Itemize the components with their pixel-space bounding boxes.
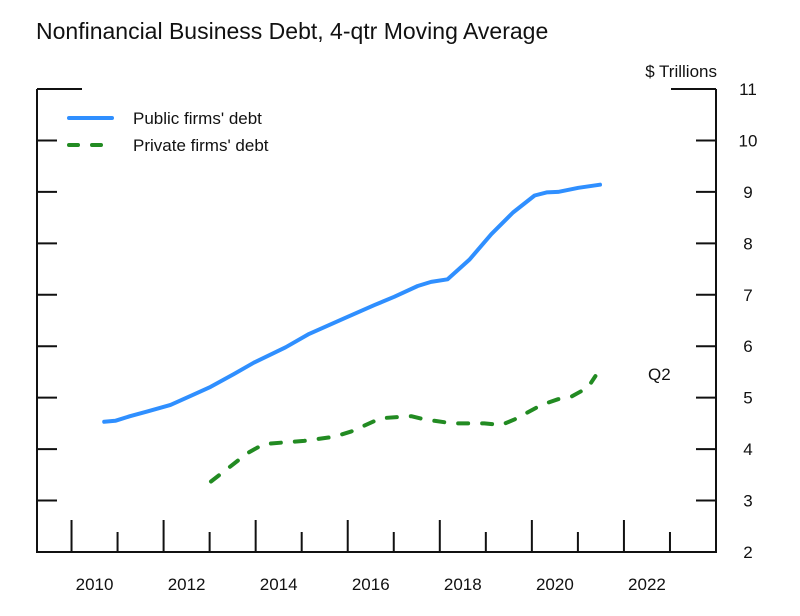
- legend-label: Public firms' debt: [133, 109, 262, 128]
- x-tick-label: 2014: [260, 575, 298, 594]
- y-tick-label: 2: [743, 543, 752, 562]
- y-tick-label: 11: [739, 80, 757, 99]
- y-tick-label: 4: [743, 440, 752, 459]
- y-axis-label: $ Trillions: [645, 62, 717, 81]
- q2-annotation: Q2: [648, 365, 671, 384]
- y-tick-label: 7: [743, 286, 752, 305]
- y-tick-label: 9: [743, 183, 752, 202]
- series-lines: [102, 182, 602, 484]
- legend-label: Private firms' debt: [133, 136, 269, 155]
- x-tick-label: 2018: [444, 575, 482, 594]
- y-tick-label: 6: [743, 337, 752, 356]
- x-tick-label: 2012: [168, 575, 206, 594]
- chart-title: Nonfinancial Business Debt, 4-qtr Moving…: [36, 18, 549, 44]
- y-tick-label: 3: [743, 492, 752, 511]
- y-tick-label: 5: [743, 389, 752, 408]
- y-tick-label: 10: [739, 131, 758, 150]
- x-tick-label: 2016: [352, 575, 390, 594]
- private-firms-debt-line: [209, 374, 598, 484]
- x-tick-label: 2020: [536, 575, 574, 594]
- x-tick-label: 2022: [628, 575, 666, 594]
- axes: 2 3 4 5 6 7 8 9 10 11 2010 2012 2014 2016 2018 2020 2022: [36, 80, 757, 594]
- x-tick-label: 2010: [76, 575, 114, 594]
- public-firms-debt-line: [102, 182, 602, 424]
- legend: Public firms' debt Private firms' debt: [67, 109, 269, 155]
- y-tick-label: 8: [743, 234, 752, 253]
